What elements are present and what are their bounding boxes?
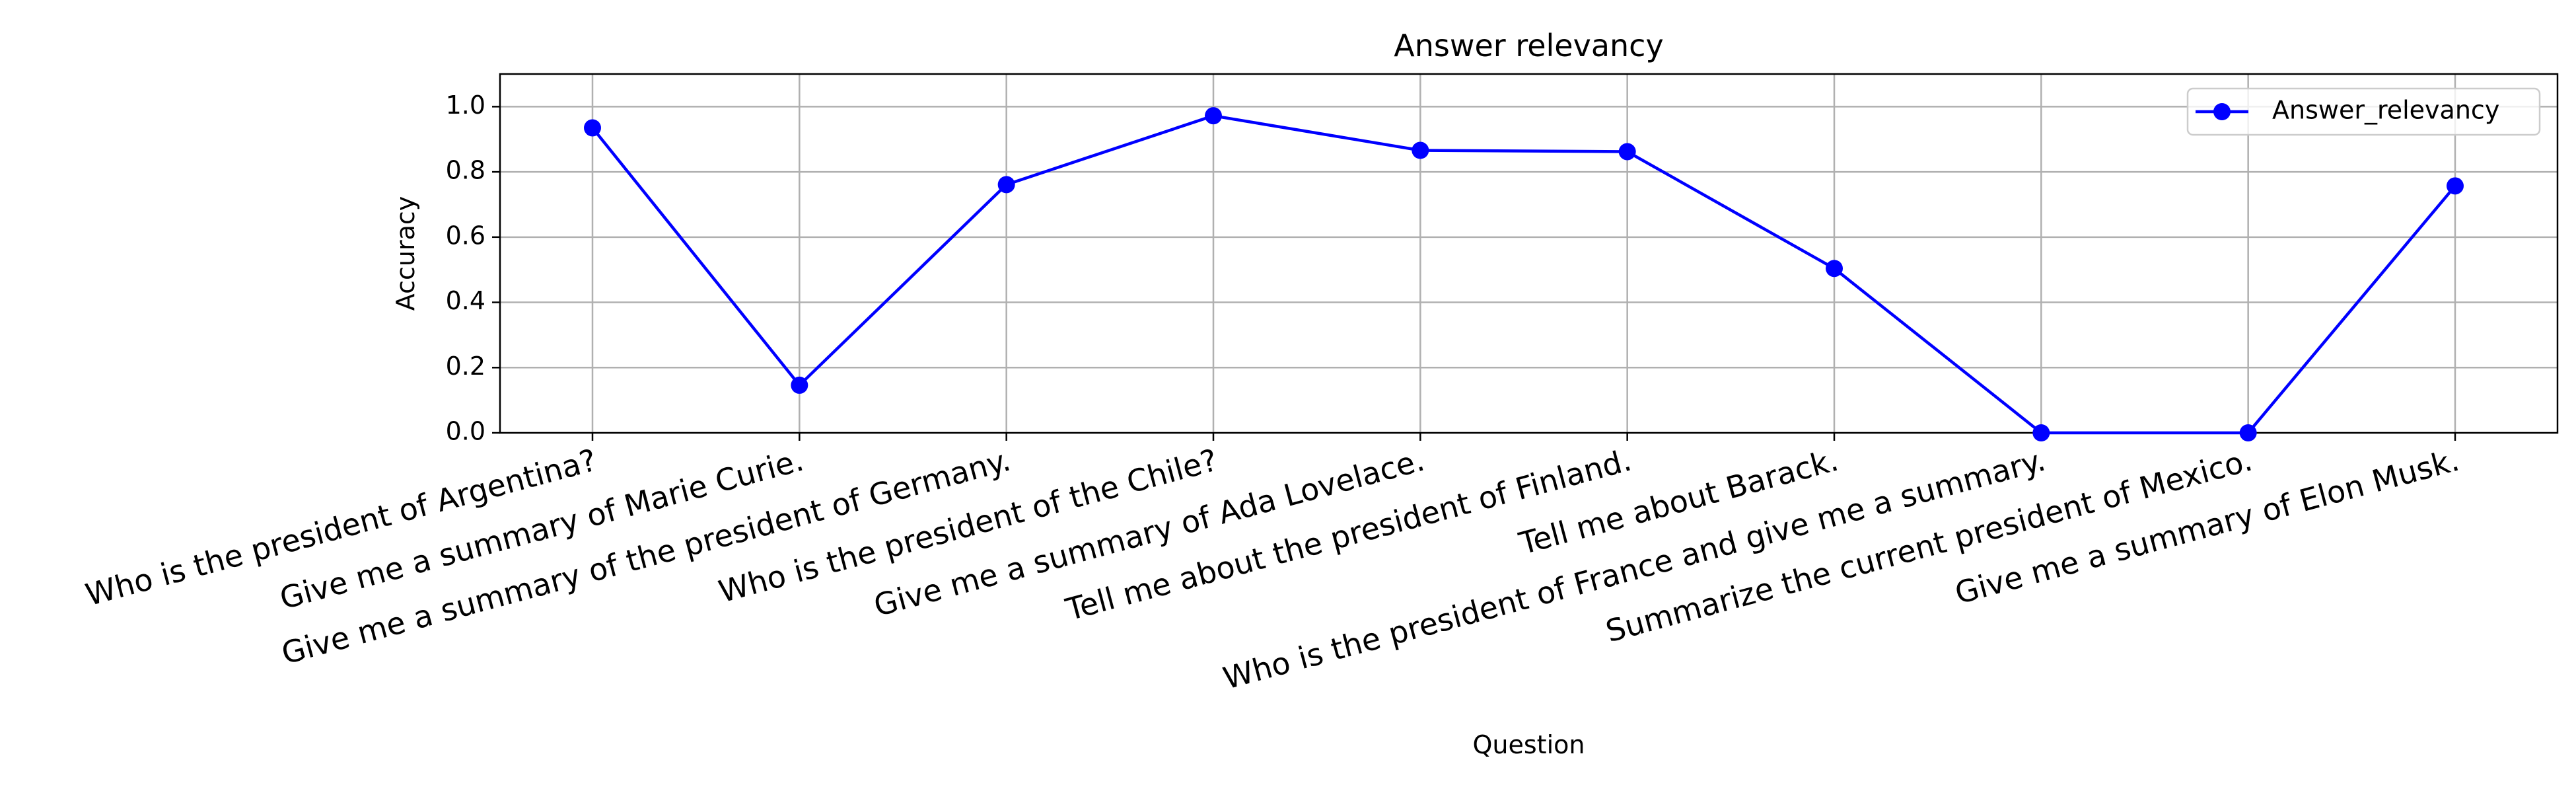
plot-frame	[499, 73, 2559, 434]
data-point	[997, 176, 1015, 194]
y-tick-label: 1.0	[446, 91, 485, 120]
data-point	[2447, 177, 2464, 195]
data-point	[584, 119, 601, 137]
y-tick-label: 0.0	[446, 417, 485, 446]
legend-box	[2186, 87, 2541, 136]
chart-title: Answer relevancy	[1394, 28, 1663, 63]
y-tick-label: 0.6	[446, 221, 485, 250]
data-point	[2239, 424, 2257, 441]
data-point	[1826, 260, 1843, 278]
legend-entry-label: Answer_relevancy	[2272, 96, 2499, 125]
data-point	[1412, 141, 1429, 159]
data-point	[2032, 424, 2050, 441]
legend: Answer_relevancy	[2186, 87, 2541, 136]
data-point	[1205, 107, 1222, 125]
x-axis-label: Question	[1473, 730, 1585, 759]
data-point	[791, 376, 808, 394]
y-tick-label: 0.2	[446, 352, 485, 381]
y-tick-label: 0.8	[446, 156, 485, 185]
y-tick-label: 0.4	[446, 286, 485, 315]
data-point	[1618, 143, 1636, 161]
series-layer	[584, 107, 2464, 441]
series-line	[591, 114, 2456, 435]
y-axis-label: Accuracy	[391, 196, 420, 311]
legend-marker-icon	[2213, 103, 2231, 120]
